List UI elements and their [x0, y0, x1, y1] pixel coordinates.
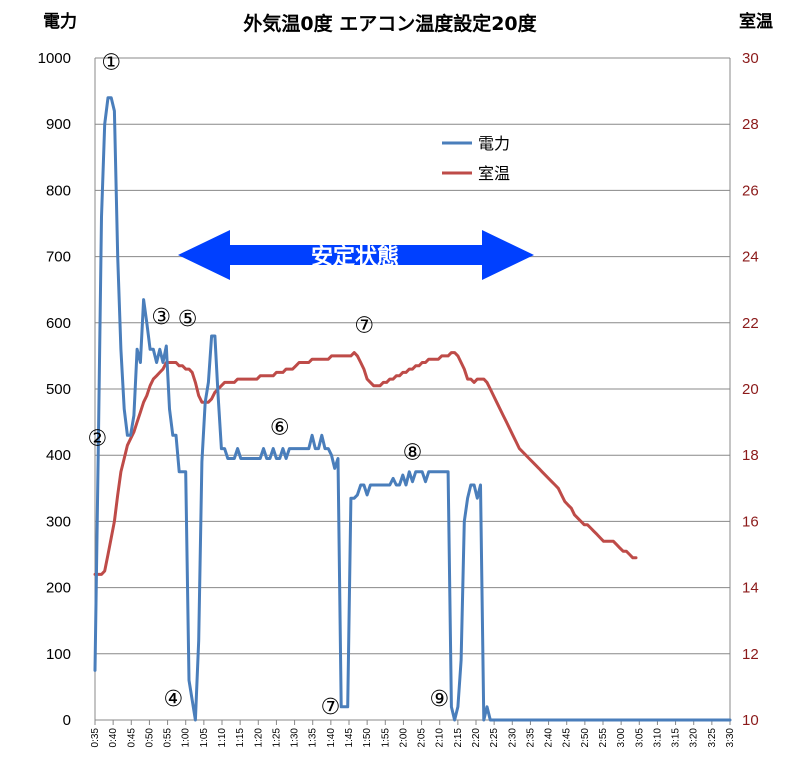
y-left-tick-labels: 0 100 200 300 400 500 600 700 800 900 1000 — [38, 50, 71, 729]
y-right-tick-label: 24 — [742, 249, 759, 266]
x-tick-label: 1:05 — [199, 728, 210, 748]
gridlines — [95, 57, 730, 655]
stable-state-banner: 安定状態 — [178, 230, 534, 280]
x-tick-label: 2:40 — [544, 728, 555, 748]
x-tick-label: 1:40 — [326, 728, 337, 748]
annotation-marker: ④ — [164, 687, 184, 712]
y-left-tick-label: 900 — [46, 116, 71, 133]
y-right-tick-label: 14 — [742, 580, 759, 597]
y-left-tick-label: 200 — [46, 580, 71, 597]
y-right-tick-labels: 10 12 14 16 18 20 22 24 26 28 30 — [742, 50, 759, 729]
x-tick-label: 3:25 — [707, 728, 718, 748]
legend: 電力 室温 — [434, 126, 522, 188]
x-tick-label: 1:00 — [181, 728, 192, 748]
y-left-tick-label: 700 — [46, 249, 71, 266]
legend-box — [434, 126, 522, 188]
x-tick-label: 2:05 — [417, 728, 428, 748]
legend-label-temperature: 室温 — [478, 164, 510, 183]
series-lines — [93, 96, 732, 722]
y-right-axis-label: 室温 — [739, 11, 773, 32]
x-tick-label: 2:20 — [471, 728, 482, 748]
y-left-tick-label: 300 — [46, 513, 71, 530]
y-right-tick-label: 18 — [742, 447, 759, 464]
double-arrow-shape — [178, 230, 534, 280]
x-tick-label: 3:30 — [725, 728, 736, 748]
x-tick-label: 1:50 — [362, 728, 373, 748]
annotation-marker: ③ — [151, 305, 171, 330]
x-tick-label: 2:00 — [398, 728, 409, 748]
y-left-tick-label: 1000 — [38, 50, 71, 67]
x-tick-label: 1:30 — [290, 728, 301, 748]
x-tick-label: 3:20 — [689, 728, 700, 748]
annotation-marker: ② — [88, 426, 108, 451]
annotation-marker: ⑧ — [403, 441, 423, 466]
y-left-tick-label: 400 — [46, 447, 71, 464]
x-tick-label: 0:55 — [163, 728, 174, 748]
x-tick-label: 1:45 — [344, 728, 355, 748]
x-tick-label: 2:50 — [580, 728, 591, 748]
annotations: ① ② ③ ④ ⑤ ⑥ ⑦ ⑦ ⑧ ⑨ — [88, 51, 450, 720]
y-right-tick-label: 28 — [742, 116, 759, 133]
x-tick-labels: 0:35 0:40 0:45 0:50 0:55 1:00 1:05 1:10 1:15 1:20… — [90, 720, 736, 747]
x-tick-label: 2:55 — [598, 728, 609, 748]
banner-text: 安定状態 — [311, 244, 399, 270]
annotation-marker: ⑦ — [354, 314, 374, 339]
annotation-marker: ⑨ — [430, 687, 450, 712]
x-tick-label: 1:10 — [217, 728, 228, 748]
y-left-tick-label: 500 — [46, 381, 71, 398]
series-line-temperature — [93, 351, 638, 576]
y-left-tick-label: 0 — [63, 712, 71, 729]
x-tick-label: 2:35 — [525, 728, 536, 748]
series-line-power — [93, 96, 732, 722]
y-right-tick-label: 30 — [742, 50, 759, 67]
y-right-tick-label: 22 — [742, 315, 759, 332]
x-tick-label: 0:40 — [108, 728, 119, 748]
x-tick-label: 2:15 — [453, 728, 464, 748]
annotation-marker: ⑤ — [178, 307, 198, 332]
x-tick-label: 3:05 — [634, 728, 645, 748]
x-tick-label: 2:10 — [435, 728, 446, 748]
x-tick-label: 1:35 — [308, 728, 319, 748]
annotation-marker: ⑦ — [321, 695, 341, 720]
legend-label-power: 電力 — [478, 134, 510, 153]
x-tick-label: 0:45 — [126, 728, 137, 748]
x-tick-label: 3:10 — [652, 728, 663, 748]
annotation-marker: ⑥ — [270, 416, 290, 441]
x-tick-label: 1:20 — [253, 728, 264, 748]
x-tick-label: 1:15 — [235, 728, 246, 748]
y-right-tick-label: 20 — [742, 381, 759, 398]
y-right-tick-label: 10 — [742, 712, 759, 729]
x-tick-label: 3:00 — [616, 728, 627, 748]
y-left-tick-label: 800 — [46, 182, 71, 199]
x-tick-label: 3:15 — [671, 728, 682, 748]
x-tick-label: 2:45 — [562, 728, 573, 748]
x-tick-label: 1:55 — [380, 728, 391, 748]
y-left-tick-label: 600 — [46, 315, 71, 332]
x-tick-label: 2:30 — [507, 728, 518, 748]
chart-title: 外気温0度 エアコン温度設定20度 — [243, 12, 537, 35]
x-tick-label: 1:25 — [271, 728, 282, 748]
y-right-tick-label: 26 — [742, 182, 759, 199]
x-tick-label: 0:50 — [144, 728, 155, 748]
y-left-axis-label: 電力 — [43, 11, 77, 32]
y-right-tick-label: 12 — [742, 646, 759, 663]
y-left-tick-label: 100 — [46, 646, 71, 663]
x-tick-label: 0:35 — [90, 728, 101, 748]
annotation-marker: ① — [101, 51, 121, 76]
y-right-tick-label: 16 — [742, 513, 759, 530]
x-tick-label: 2:25 — [489, 728, 500, 748]
